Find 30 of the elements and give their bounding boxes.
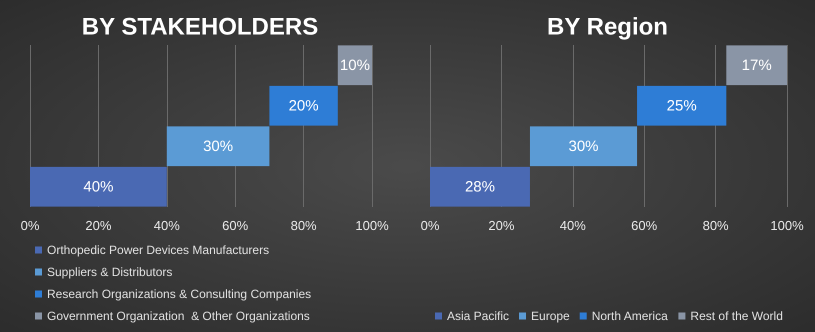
x-tick-label: 60% (222, 218, 249, 233)
data-label: 25% (666, 97, 697, 114)
x-tick-label: 100% (355, 218, 390, 233)
data-label: 30% (203, 138, 234, 155)
x-tick-label: 80% (702, 218, 730, 233)
chart-title: BY Region (547, 14, 668, 40)
x-tick-label: 0% (20, 218, 40, 233)
legend-label: Asia Pacific (447, 309, 510, 323)
legend-label: Suppliers & Distributors (47, 265, 172, 279)
x-tick-label: 20% (85, 218, 112, 233)
legend-label: Research Organizations & Consulting Companies (47, 287, 312, 301)
legend-label: Rest of the World (690, 309, 783, 323)
x-tick-label: 40% (154, 218, 180, 233)
data-label: 40% (83, 178, 114, 196)
x-tick-label: 60% (631, 218, 658, 233)
legend-label: Government Organization & Other Organizations (47, 309, 310, 323)
chart-title: BY STAKEHOLDERS (82, 14, 318, 40)
legend-label: Europe (531, 309, 570, 323)
legend-label: Orthopedic Power Devices Manufacturers (47, 243, 270, 257)
x-tick-label: 40% (560, 218, 586, 233)
x-tick-label: 100% (770, 218, 804, 233)
data-label: 10% (340, 56, 370, 74)
x-tick-label: 20% (488, 218, 515, 233)
data-label: 30% (568, 138, 599, 155)
x-tick-label: 80% (290, 218, 318, 233)
data-label: 28% (464, 178, 495, 196)
legend-label: North America (592, 309, 668, 323)
x-tick-label: 0% (420, 218, 440, 233)
data-label: 20% (288, 97, 319, 114)
data-label: 17% (742, 56, 772, 74)
